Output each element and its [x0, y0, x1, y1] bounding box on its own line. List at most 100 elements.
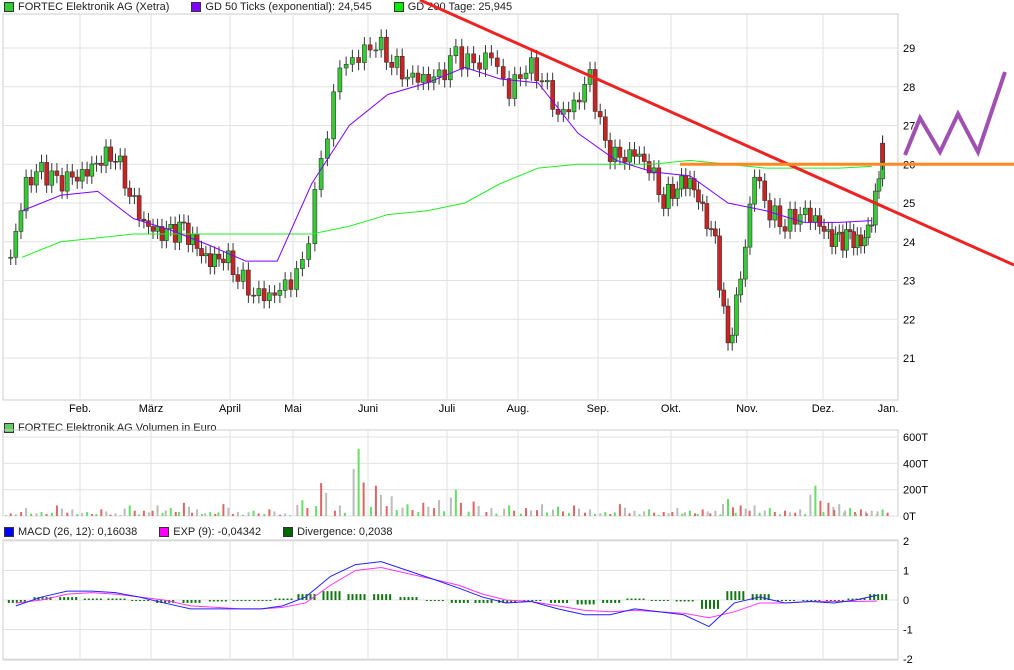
candle	[708, 228, 714, 230]
volume-bar	[609, 514, 612, 516]
volume-bar	[536, 510, 538, 516]
divergence-bar	[326, 591, 329, 600]
candle	[453, 46, 459, 56]
divergence-bar	[785, 600, 787, 601]
volume-bar	[91, 514, 94, 516]
divergence-bar	[662, 600, 665, 601]
divergence-bar	[825, 600, 828, 602]
candle	[512, 74, 518, 99]
divergence-bar	[810, 600, 813, 601]
candle	[181, 221, 187, 224]
candle	[199, 248, 204, 257]
divergence-bar	[334, 591, 337, 600]
candle	[646, 161, 652, 174]
divergence-bar	[377, 594, 380, 600]
volume-bar	[613, 512, 616, 516]
volume-bar	[520, 513, 522, 516]
divergence-bar	[751, 594, 754, 600]
divergence-bar	[186, 600, 189, 603]
y-tick-label: 29	[903, 43, 915, 55]
volume-bar	[618, 504, 621, 516]
candle	[89, 163, 95, 177]
divergence-bar	[385, 594, 388, 600]
volume-bar	[182, 502, 185, 516]
divergence-bar	[650, 600, 653, 601]
x-tick-label: Juni	[358, 403, 378, 415]
volume-bar	[870, 510, 873, 516]
volume-bar	[886, 512, 889, 516]
divergence-bar	[415, 597, 418, 600]
x-tick-label: Feb.	[69, 403, 91, 415]
volume-bar	[374, 485, 377, 516]
volume-bar	[671, 512, 674, 516]
divergence-bar	[208, 600, 211, 602]
legend-item: GD 50 Ticks (exponential): 24,545	[191, 1, 372, 13]
candle	[230, 250, 236, 275]
volume-bar	[719, 514, 722, 516]
divergence-bar	[486, 600, 489, 603]
volume-bar	[273, 511, 276, 516]
volume-bar	[227, 507, 230, 516]
candle	[70, 171, 75, 178]
y-tick-label: 27	[903, 121, 915, 133]
divergence-bar	[351, 594, 354, 600]
divergence-bar	[437, 600, 440, 601]
candle	[141, 218, 147, 222]
divergence-bar	[610, 600, 613, 603]
divergence-bar	[802, 600, 805, 601]
candle	[235, 274, 241, 282]
divergence-bar	[462, 600, 465, 603]
candle	[337, 67, 343, 93]
volume-bar	[876, 511, 879, 516]
divergence-bar	[441, 600, 444, 601]
divergence-bar	[701, 600, 703, 609]
divergence-bar	[143, 600, 146, 601]
divergence-bar	[131, 600, 134, 601]
volume-bar	[438, 500, 441, 516]
candle	[277, 290, 283, 296]
divergence-bar	[216, 600, 219, 602]
divergence-bar	[841, 600, 844, 602]
volume-bar	[833, 510, 836, 516]
candle	[757, 176, 762, 182]
divergence-bar	[730, 591, 733, 600]
divergence-bar	[502, 600, 505, 603]
candle	[207, 253, 213, 267]
candle	[743, 246, 748, 280]
x-tick-label: Dez.	[812, 403, 835, 415]
y-tick-label: 25	[903, 198, 915, 210]
candle	[221, 258, 226, 264]
divergence-bar	[389, 594, 392, 600]
candle	[844, 229, 849, 251]
volume-bar	[301, 500, 304, 516]
divergence-bar	[763, 594, 766, 600]
divergence-bar	[683, 600, 686, 602]
divergence-bar	[606, 600, 609, 603]
candle	[592, 69, 598, 112]
candle	[729, 334, 735, 344]
x-tick-label: Nov.	[736, 403, 758, 415]
candle	[312, 189, 318, 244]
volume-bar	[257, 513, 260, 516]
candle	[675, 188, 680, 199]
divergence-bar	[614, 600, 617, 603]
volume-bar	[459, 502, 462, 516]
divergence-bar	[83, 598, 86, 600]
candle	[641, 153, 647, 162]
candle	[808, 207, 813, 223]
volume-bar	[557, 506, 559, 516]
candle	[356, 57, 361, 63]
volume-bar	[395, 510, 398, 516]
candle	[821, 226, 827, 232]
divergence-bar	[119, 598, 122, 600]
divergence-bar	[278, 598, 281, 600]
candle	[627, 149, 632, 163]
legend-swatch	[4, 2, 14, 12]
legend-swatch	[393, 2, 404, 12]
divergence-bar	[566, 600, 568, 603]
divergence-bar	[139, 600, 142, 601]
divergence-bar	[885, 594, 888, 600]
divergence-bar	[793, 600, 795, 601]
candle	[240, 269, 246, 282]
candle	[155, 226, 160, 232]
